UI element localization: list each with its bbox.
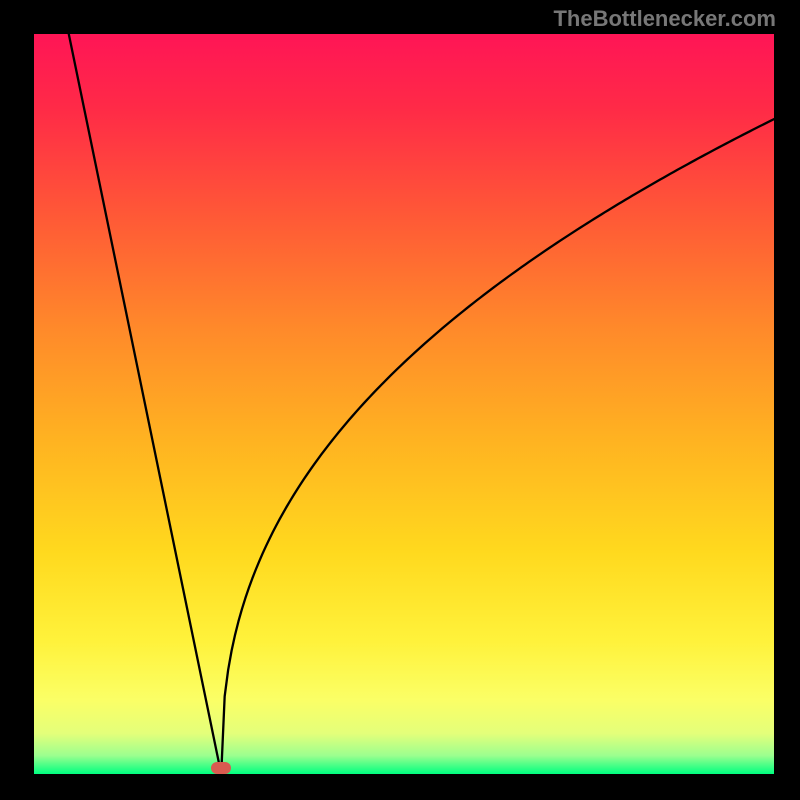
watermark-text: TheBottlenecker.com xyxy=(553,6,776,32)
plot-area xyxy=(34,34,774,774)
minimum-marker xyxy=(211,762,231,774)
curve-layer xyxy=(34,34,774,774)
chart-container: TheBottlenecker.com xyxy=(0,0,800,800)
bottleneck-curve xyxy=(69,34,774,774)
